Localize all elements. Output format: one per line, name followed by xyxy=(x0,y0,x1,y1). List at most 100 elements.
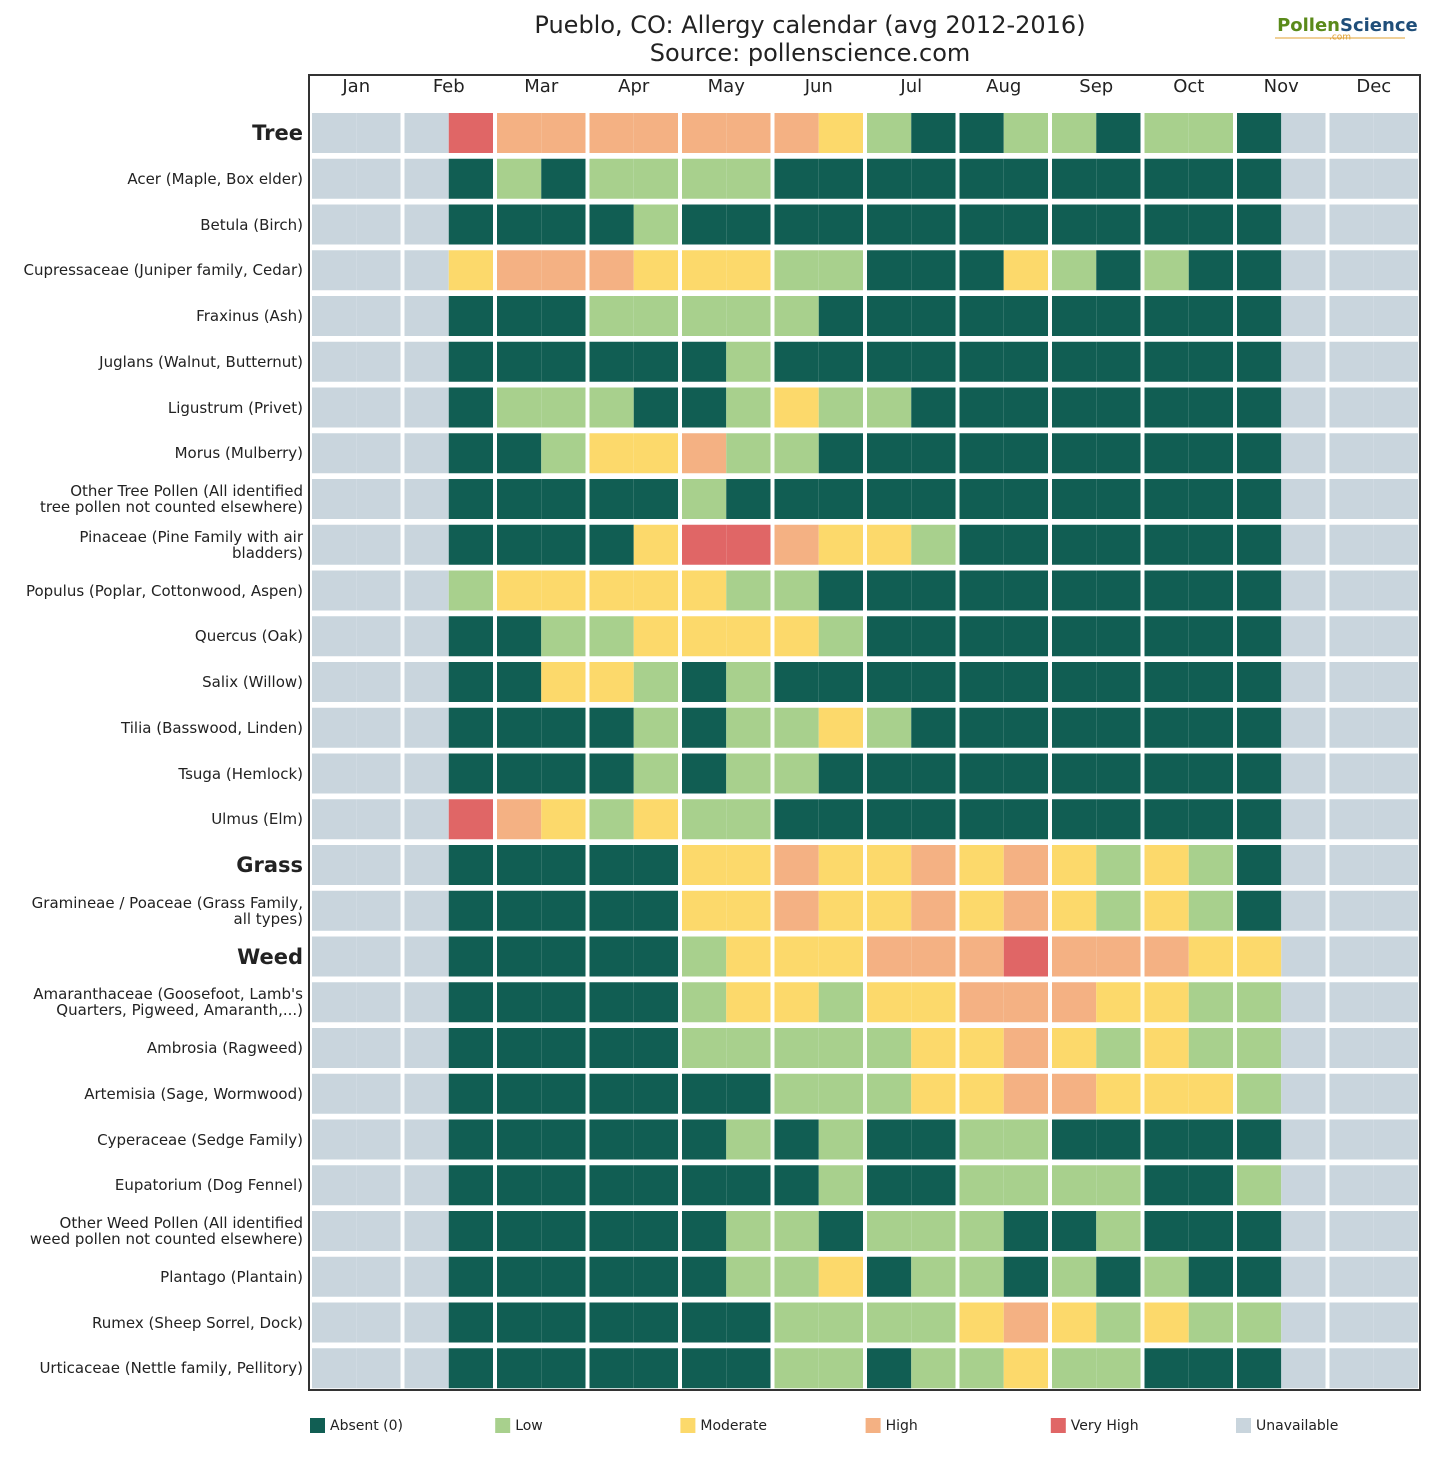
month-label: Nov xyxy=(1264,76,1299,97)
heat-cell xyxy=(959,1256,1004,1297)
heat-cell xyxy=(911,982,956,1023)
heat-cell xyxy=(589,524,634,565)
heat-cell xyxy=(1003,1348,1048,1389)
heat-cell xyxy=(1373,433,1418,474)
heat-cell xyxy=(682,1073,727,1114)
heat-cell xyxy=(818,1119,863,1160)
heat-cell xyxy=(633,1302,678,1343)
heat-cell xyxy=(774,387,819,428)
heat-cell xyxy=(1052,1302,1097,1343)
heat-cell xyxy=(1052,1256,1097,1297)
heat-cell xyxy=(1281,433,1326,474)
heat-cell xyxy=(1144,662,1189,702)
heat-cell xyxy=(1188,1302,1233,1343)
heat-cell xyxy=(404,341,449,382)
heat-cell xyxy=(1188,1028,1233,1068)
heat-cell xyxy=(497,204,542,245)
heat-cell xyxy=(959,753,1004,794)
heat-cell xyxy=(541,524,586,565)
heat-cell xyxy=(633,753,678,794)
heat-cell xyxy=(774,936,819,977)
heat-cell xyxy=(818,890,863,931)
heat-cell xyxy=(404,570,449,611)
heat-cell xyxy=(356,1211,401,1251)
row-label: Ulmus (Elm) xyxy=(211,810,303,829)
heat-cell xyxy=(497,799,542,840)
heat-cell xyxy=(1329,845,1374,885)
heat-cell xyxy=(312,1302,357,1343)
heat-cell xyxy=(497,296,542,336)
heat-cell xyxy=(1096,296,1141,336)
heat-cell xyxy=(1281,1302,1326,1343)
heat-cell xyxy=(312,570,357,611)
heat-cell xyxy=(911,479,956,519)
heat-cell xyxy=(1237,1348,1282,1389)
month-label: Mar xyxy=(524,76,559,97)
heat-cell xyxy=(682,296,727,336)
heat-cell xyxy=(356,1119,401,1160)
heat-cell xyxy=(682,799,727,840)
heat-cell xyxy=(1144,1073,1189,1114)
heat-cell xyxy=(1237,1073,1282,1114)
heat-cell xyxy=(911,616,956,657)
heat-cell xyxy=(589,845,634,885)
heat-cell xyxy=(404,433,449,474)
heat-cell xyxy=(1144,570,1189,611)
heat-cell xyxy=(911,158,956,199)
heat-cell xyxy=(589,1165,634,1206)
legend-label: Unavailable xyxy=(1256,1418,1338,1434)
row-label: Eupatorium (Dog Fennel) xyxy=(114,1176,303,1195)
heat-cell xyxy=(541,1073,586,1114)
heat-cell xyxy=(1237,479,1282,519)
heat-cell xyxy=(541,479,586,519)
heat-cell xyxy=(1329,890,1374,931)
heat-cell xyxy=(1281,1256,1326,1297)
heat-cell xyxy=(1281,845,1326,885)
heat-cell xyxy=(589,616,634,657)
heat-cell xyxy=(867,1348,912,1389)
heat-cell xyxy=(682,570,727,611)
heat-cell xyxy=(1373,1348,1418,1389)
heat-cell xyxy=(867,1073,912,1114)
month-label: Jun xyxy=(804,76,833,97)
heat-cell xyxy=(1237,982,1282,1023)
heat-cell xyxy=(1329,341,1374,382)
heat-cell xyxy=(818,845,863,885)
heat-cell xyxy=(959,387,1004,428)
heat-cell xyxy=(1329,936,1374,977)
heat-cell xyxy=(1003,204,1048,245)
heat-cell xyxy=(1144,341,1189,382)
heat-cell xyxy=(312,1028,357,1068)
heat-cell xyxy=(1237,387,1282,428)
heat-cell xyxy=(1052,845,1097,885)
heat-cell xyxy=(1281,936,1326,977)
plot-frame xyxy=(308,74,1421,1391)
heat-cell xyxy=(1188,753,1233,794)
heat-cell xyxy=(1144,1165,1189,1206)
heat-cell xyxy=(633,296,678,336)
heat-cell xyxy=(1329,1028,1374,1068)
heat-cell xyxy=(312,296,357,336)
heat-cell xyxy=(1281,113,1326,153)
heat-cell xyxy=(633,158,678,199)
heat-cell xyxy=(959,1073,1004,1114)
heat-cell xyxy=(959,113,1004,153)
heat-cell xyxy=(1329,662,1374,702)
heat-cell xyxy=(1052,341,1097,382)
row-label: Other Weed Pollen (All identified weed p… xyxy=(29,1214,303,1248)
heat-cell xyxy=(818,570,863,611)
heat-cell xyxy=(818,707,863,748)
heat-cell xyxy=(1373,1073,1418,1114)
heat-cell xyxy=(911,1119,956,1160)
heat-cell xyxy=(959,845,1004,885)
heat-cell xyxy=(867,250,912,291)
heat-cell xyxy=(448,662,493,702)
row-label: Fraxinus (Ash) xyxy=(196,307,303,325)
heat-cell xyxy=(356,707,401,748)
heat-cell xyxy=(448,158,493,199)
heat-cell xyxy=(959,570,1004,611)
heat-cell xyxy=(682,845,727,885)
heat-cell xyxy=(818,1302,863,1343)
heat-cell xyxy=(497,936,542,977)
heat-cell xyxy=(959,296,1004,336)
